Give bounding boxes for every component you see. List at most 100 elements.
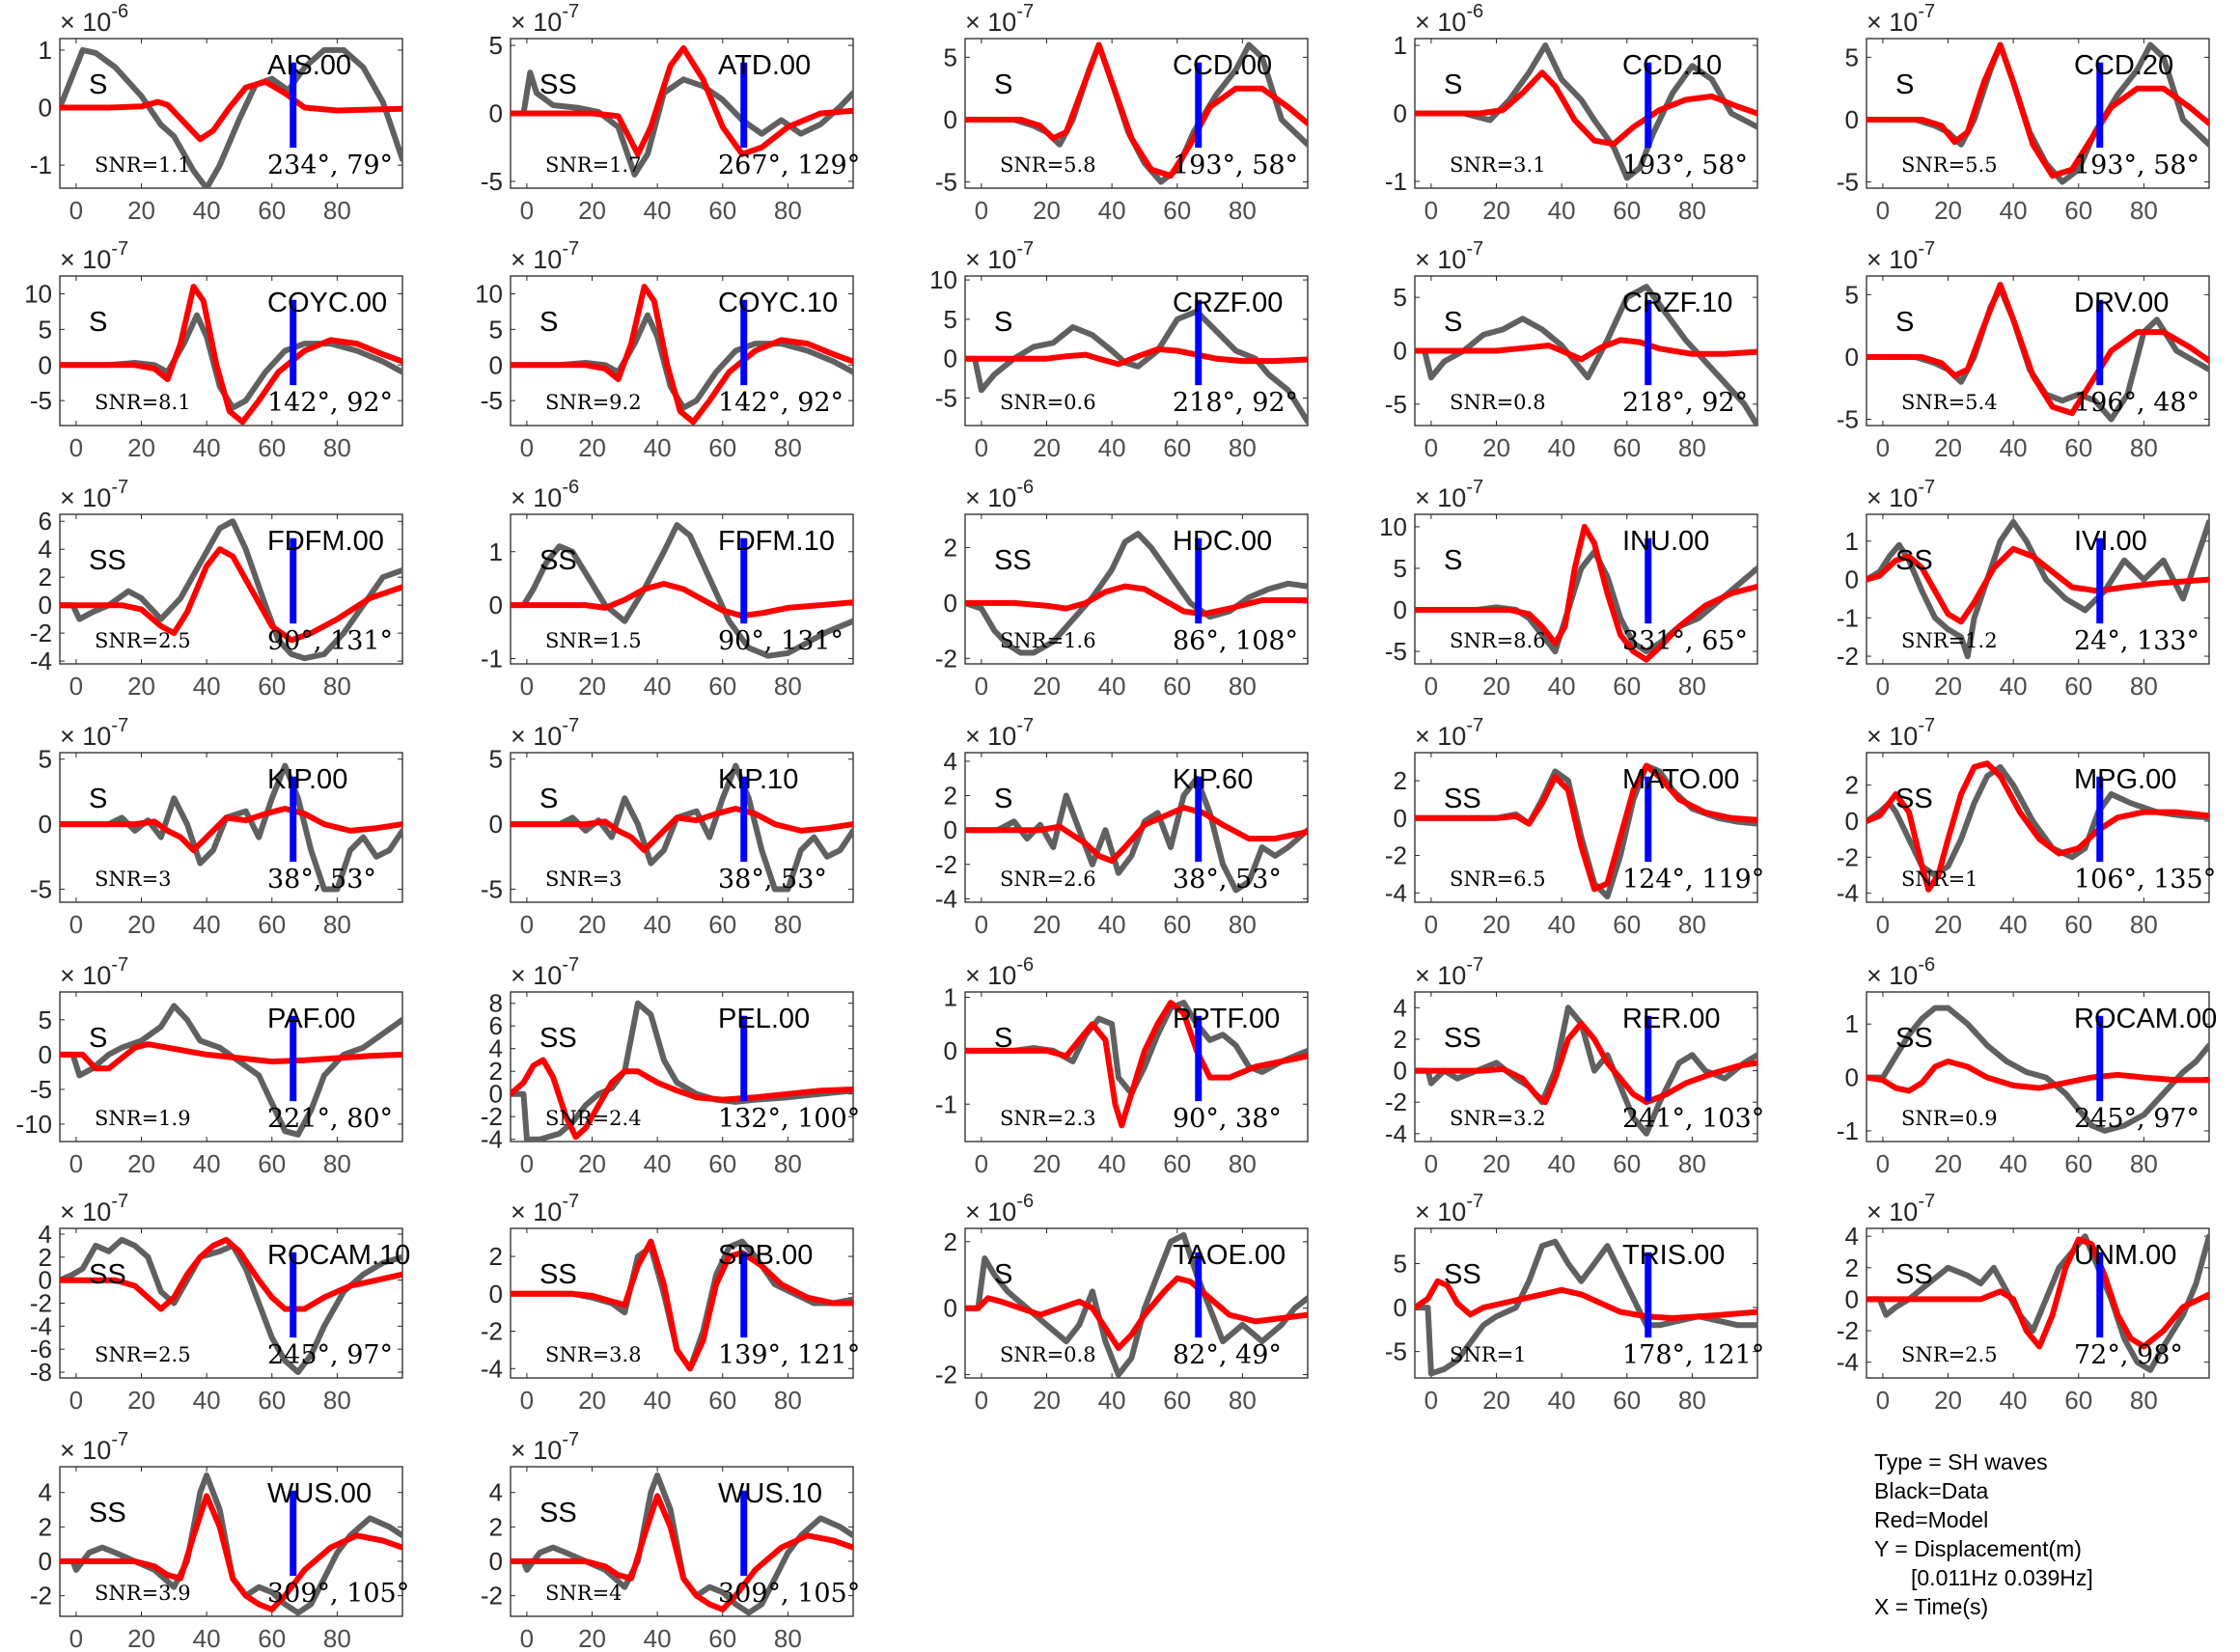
x-tick-label: 40 (1098, 672, 1126, 701)
plot-area (1867, 760, 2209, 893)
x-tick-label: 40 (2000, 433, 2028, 462)
y-tick-label: -4 (1837, 879, 1859, 908)
x-tick-label: 60 (1163, 196, 1191, 225)
phase-label: SS (1444, 1259, 1481, 1290)
y-tick-label: 4 (489, 1034, 503, 1063)
x-tick-label: 40 (1098, 1149, 1126, 1178)
model-trace (965, 345, 1308, 368)
y-tick-label: -10 (15, 1110, 52, 1139)
plot-area (965, 531, 1308, 656)
snr-label: SNR=1 (1901, 867, 1978, 891)
data-trace (1415, 1238, 1757, 1377)
station-label: AIS.00 (267, 50, 351, 81)
x-tick-label: 20 (1934, 196, 1962, 225)
axes-frame (1414, 752, 1758, 903)
y-tick-label: 4 (944, 747, 957, 776)
x-tick-label: 20 (1033, 1149, 1061, 1178)
x-tick-label: 80 (1678, 196, 1706, 225)
y-tick-label: -1 (1837, 603, 1859, 632)
x-tick-label: 80 (1678, 672, 1706, 701)
azimuth-label: 245°, 97° (267, 1340, 393, 1370)
azimuth-label: 196°, 48° (2074, 388, 2199, 418)
x-tick-label: 20 (578, 1624, 606, 1652)
model-trace (1867, 282, 2209, 417)
plot-area (60, 1236, 402, 1375)
y-tick-label: 2 (944, 533, 957, 562)
y-tick-label: -2 (935, 850, 957, 879)
x-tick-label: 80 (323, 672, 351, 701)
y-tick-label: -4 (481, 1354, 503, 1383)
model-trace (511, 284, 853, 426)
y-tick-label: 0 (1845, 105, 1859, 134)
y-tick-label: 10 (475, 279, 503, 308)
y-tick-label: 4 (1394, 993, 1407, 1022)
y-tick-label: 6 (489, 1011, 503, 1040)
y-tick-label: 0 (944, 344, 957, 373)
x-tick-label: 80 (774, 1386, 802, 1415)
y-exponent-label: × 10-7 (511, 1429, 579, 1465)
x-tick-label: 20 (127, 672, 155, 701)
x-tick-label: 80 (1678, 910, 1706, 939)
y-tick-label: 0 (489, 1280, 503, 1308)
x-tick-label: 60 (1163, 910, 1191, 939)
x-tick-label: 60 (2064, 1149, 2092, 1178)
x-tick-label: 0 (69, 672, 83, 701)
model-trace (1867, 41, 2209, 179)
model-trace (511, 1493, 853, 1612)
x-tick-label: 0 (1876, 196, 1890, 225)
y-tick-label: 1 (39, 36, 52, 65)
panel-COYC.10: 0 20 40 60 80 -5 0 5 10 × 10-7 COYC.10 S SNR=9.2 142°… (475, 238, 854, 462)
x-tick-label: 40 (644, 672, 672, 701)
x-tick-label: 80 (323, 433, 351, 462)
snr-label: SNR=3.1 (1450, 153, 1546, 177)
phase-label: S (89, 69, 107, 100)
x-tick-label: 60 (708, 1624, 736, 1652)
x-tick-label: 40 (644, 1149, 672, 1178)
station-label: ATD.00 (718, 50, 811, 81)
y-tick-label: 2 (39, 563, 52, 592)
x-tick-label: 60 (258, 1386, 286, 1415)
x-tick-label: 40 (193, 1149, 221, 1178)
y-tick-label: -2 (1837, 1316, 1859, 1345)
y-tick-label: 2 (1845, 1253, 1859, 1282)
y-tick-label: -1 (1837, 1116, 1859, 1145)
snr-label: SNR=0.8 (1450, 391, 1546, 414)
axes-frame (59, 38, 403, 189)
snr-label: SNR=1.5 (545, 629, 642, 652)
panel-PPTF.00: 0 20 40 60 80 -1 0 1 × 10-6 PPTF.00 S SNR=2.3 90°, 3… (935, 954, 1309, 1178)
azimuth-label: 245°, 97° (2074, 1104, 2199, 1134)
y-tick-label: 0 (944, 589, 957, 618)
y-tick-label: -5 (1837, 168, 1859, 197)
x-tick-label: 80 (1229, 1386, 1257, 1415)
y-tick-label: 5 (1845, 42, 1859, 71)
plot-area (1867, 41, 2209, 185)
y-tick-label: 2 (944, 1227, 957, 1256)
axes-frame (59, 513, 403, 665)
x-tick-label: 20 (1482, 672, 1510, 701)
y-exponent-label: × 10-6 (965, 954, 1034, 990)
x-tick-label: 20 (127, 196, 155, 225)
x-tick-label: 20 (1482, 196, 1510, 225)
station-label: KIP.00 (267, 764, 347, 795)
x-tick-label: 60 (258, 672, 286, 701)
plot-area (511, 1238, 853, 1372)
snr-label: SNR=3 (95, 867, 172, 891)
panel-CCD.20: 0 20 40 60 80 -5 0 5 × 10-7 CCD.20 S SNR=5.5 193°, 5… (1837, 1, 2210, 225)
snr-label: SNR=1.9 (95, 1107, 191, 1130)
y-tick-label: 10 (1379, 512, 1407, 541)
data-trace (60, 1003, 402, 1138)
phase-label: SS (539, 69, 577, 100)
y-tick-label: 5 (1394, 554, 1407, 583)
phase-label: S (994, 784, 1012, 814)
model-trace (511, 806, 853, 854)
y-tick-label: -5 (481, 167, 503, 196)
model-trace (511, 44, 853, 157)
y-tick-label: 8 (489, 989, 503, 1018)
y-tick-label: 0 (944, 1036, 957, 1065)
model-trace (511, 1238, 853, 1372)
x-tick-label: 0 (520, 196, 534, 225)
plot-area (60, 518, 402, 662)
station-label: UNM.00 (2074, 1240, 2176, 1271)
x-tick-label: 40 (644, 433, 672, 462)
y-exponent-label: × 10-7 (60, 238, 128, 274)
